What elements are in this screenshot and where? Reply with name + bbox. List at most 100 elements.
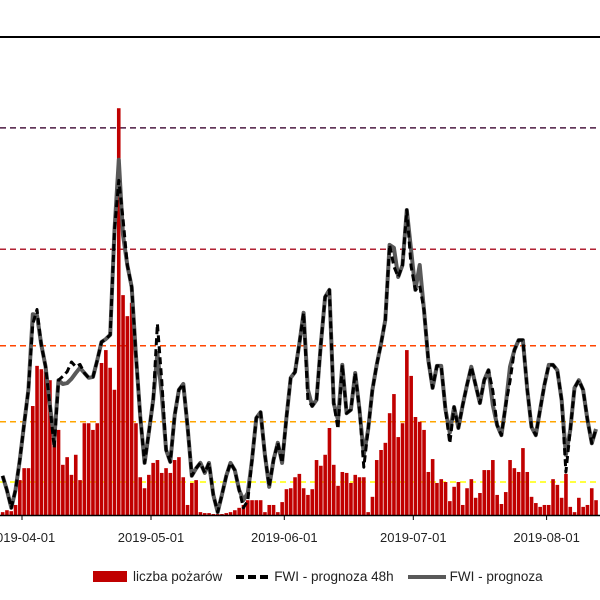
legend-label-fires: liczba pożarów [133, 569, 223, 584]
bar [344, 472, 349, 515]
x-tick-label: 2019-07-01 [380, 530, 447, 545]
bar [276, 512, 280, 515]
bar [357, 477, 362, 515]
bar [233, 510, 237, 515]
bar [417, 421, 422, 515]
bar [26, 468, 31, 515]
bar [314, 460, 319, 515]
bar [327, 428, 332, 515]
legend-swatch-solid [407, 574, 446, 579]
bar [374, 460, 379, 515]
bar [198, 512, 203, 515]
bar [383, 442, 388, 515]
bar [452, 486, 456, 515]
bar [336, 485, 340, 515]
bar [254, 500, 259, 515]
legend: liczba pożarów FWI - prognoza 48h FWI - … [93, 569, 557, 584]
bar [589, 488, 594, 515]
bar [258, 500, 263, 515]
bar [362, 477, 366, 515]
bar [585, 504, 590, 515]
bar [13, 504, 18, 515]
bar [159, 472, 164, 515]
bar [250, 500, 254, 515]
bar [379, 449, 383, 515]
bar [181, 477, 186, 515]
bar [151, 462, 155, 515]
bar [323, 454, 327, 515]
bar [172, 460, 177, 515]
bar [263, 512, 267, 515]
bar [224, 513, 229, 515]
bar [387, 413, 392, 515]
bar [422, 429, 426, 515]
bar [138, 477, 143, 515]
bar [297, 473, 302, 515]
bar [35, 365, 39, 515]
bar [116, 108, 121, 516]
bar [241, 504, 246, 515]
bar [190, 482, 194, 515]
bar [430, 459, 435, 515]
bar [392, 394, 396, 515]
bar [0, 512, 5, 515]
bar [194, 480, 198, 515]
bar [503, 492, 508, 515]
bar [538, 506, 542, 515]
bar [310, 489, 315, 515]
bar [340, 471, 345, 515]
bar [129, 302, 134, 515]
bar [469, 479, 474, 515]
bar [546, 504, 551, 515]
bar [30, 406, 35, 515]
bar [319, 465, 323, 515]
bar [65, 457, 69, 515]
bar [267, 504, 272, 515]
bar [177, 457, 181, 515]
bar [164, 468, 168, 515]
bar [529, 496, 534, 515]
bar [353, 474, 358, 515]
bar [499, 504, 504, 515]
bar [486, 470, 491, 515]
bar [69, 474, 74, 515]
bar [516, 471, 521, 515]
bar [43, 371, 48, 515]
bar [185, 504, 190, 515]
bar [568, 506, 573, 515]
bar [228, 512, 233, 515]
bar [559, 497, 564, 515]
bar [581, 506, 585, 515]
bar [56, 429, 61, 515]
line-series [0, 157, 598, 515]
legend-label-fwi-48h: FWI - prognoza 48h [274, 569, 394, 584]
bar [409, 375, 413, 515]
bar [108, 367, 112, 515]
legend-swatch-bar [93, 571, 127, 582]
bar [134, 423, 138, 515]
bar [142, 488, 147, 515]
bar [9, 511, 14, 515]
bar [99, 362, 104, 515]
legend-swatch-dashed [236, 574, 269, 579]
bar-series [0, 108, 598, 516]
line-fwi-48h [1, 178, 598, 514]
bar [48, 380, 52, 515]
bar [293, 477, 297, 515]
bar [104, 350, 108, 515]
bar [465, 488, 469, 515]
bar [551, 479, 555, 515]
bar [478, 493, 482, 515]
bar [202, 513, 207, 515]
bar [331, 464, 336, 515]
bar [61, 464, 65, 515]
bar [52, 442, 57, 515]
bar [572, 512, 577, 515]
bar [564, 473, 568, 515]
bar [512, 468, 517, 515]
bar [491, 460, 495, 515]
x-tick-label: 2019-08-01 [513, 530, 580, 545]
bar [82, 423, 87, 515]
bar [73, 454, 78, 515]
